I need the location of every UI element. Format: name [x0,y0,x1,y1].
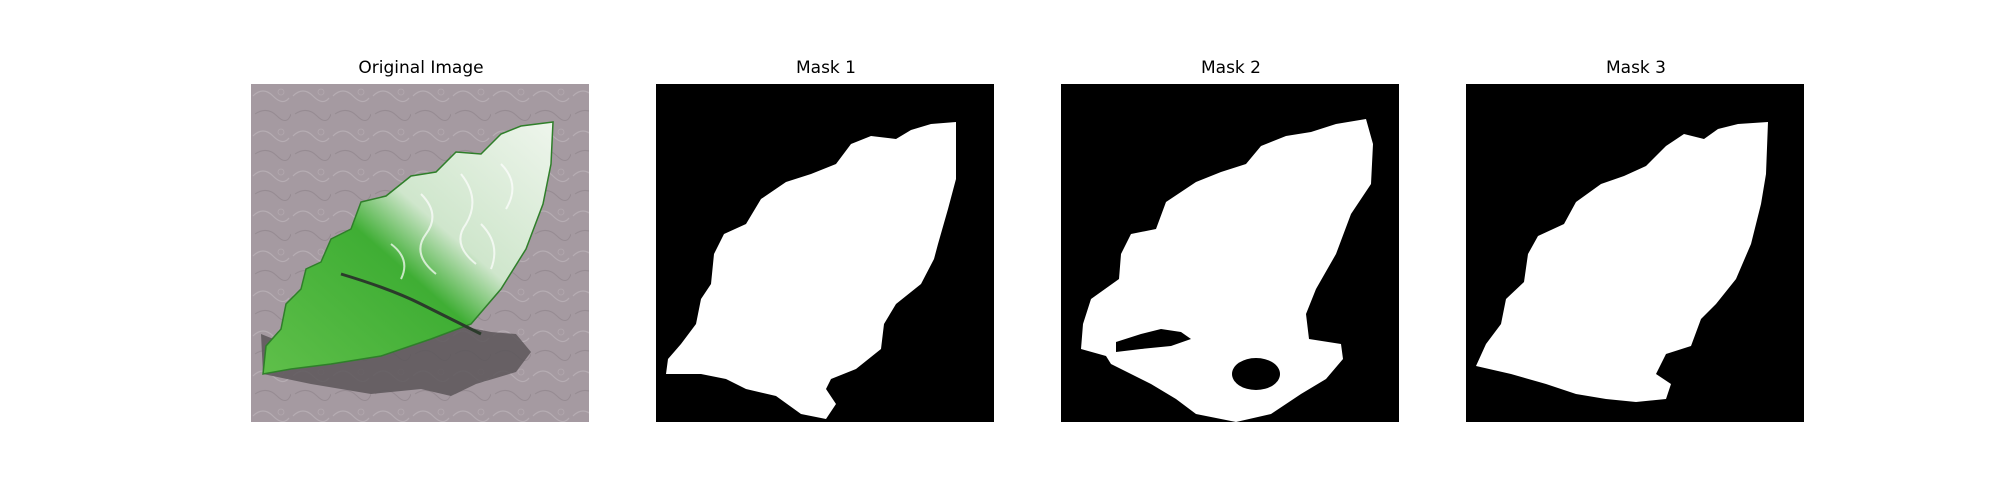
leaf [262,121,554,375]
mask-2-image [1061,84,1399,422]
mask-3-region [1476,122,1768,402]
leaf-veins [390,163,514,280]
leaf-shadow [261,324,531,396]
mask-2-gap [1116,329,1191,352]
panel-title-mask-2: Mask 2 [1200,58,1261,78]
original-image [251,84,589,422]
mask-1-image [656,84,994,422]
leaf-midrib [340,272,482,336]
panel-title-mask-3: Mask 3 [1605,58,1666,78]
mask-3-image [1466,84,1804,422]
mask-2-hole [1232,358,1280,390]
panel-title-mask-1: Mask 1 [795,58,856,78]
mask-1-region [666,122,956,419]
panel-title-original-image: Original Image [358,58,484,78]
